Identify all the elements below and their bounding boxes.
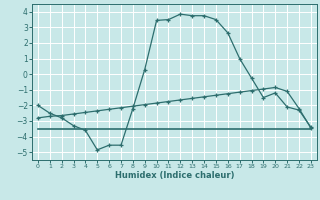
X-axis label: Humidex (Indice chaleur): Humidex (Indice chaleur) — [115, 171, 234, 180]
